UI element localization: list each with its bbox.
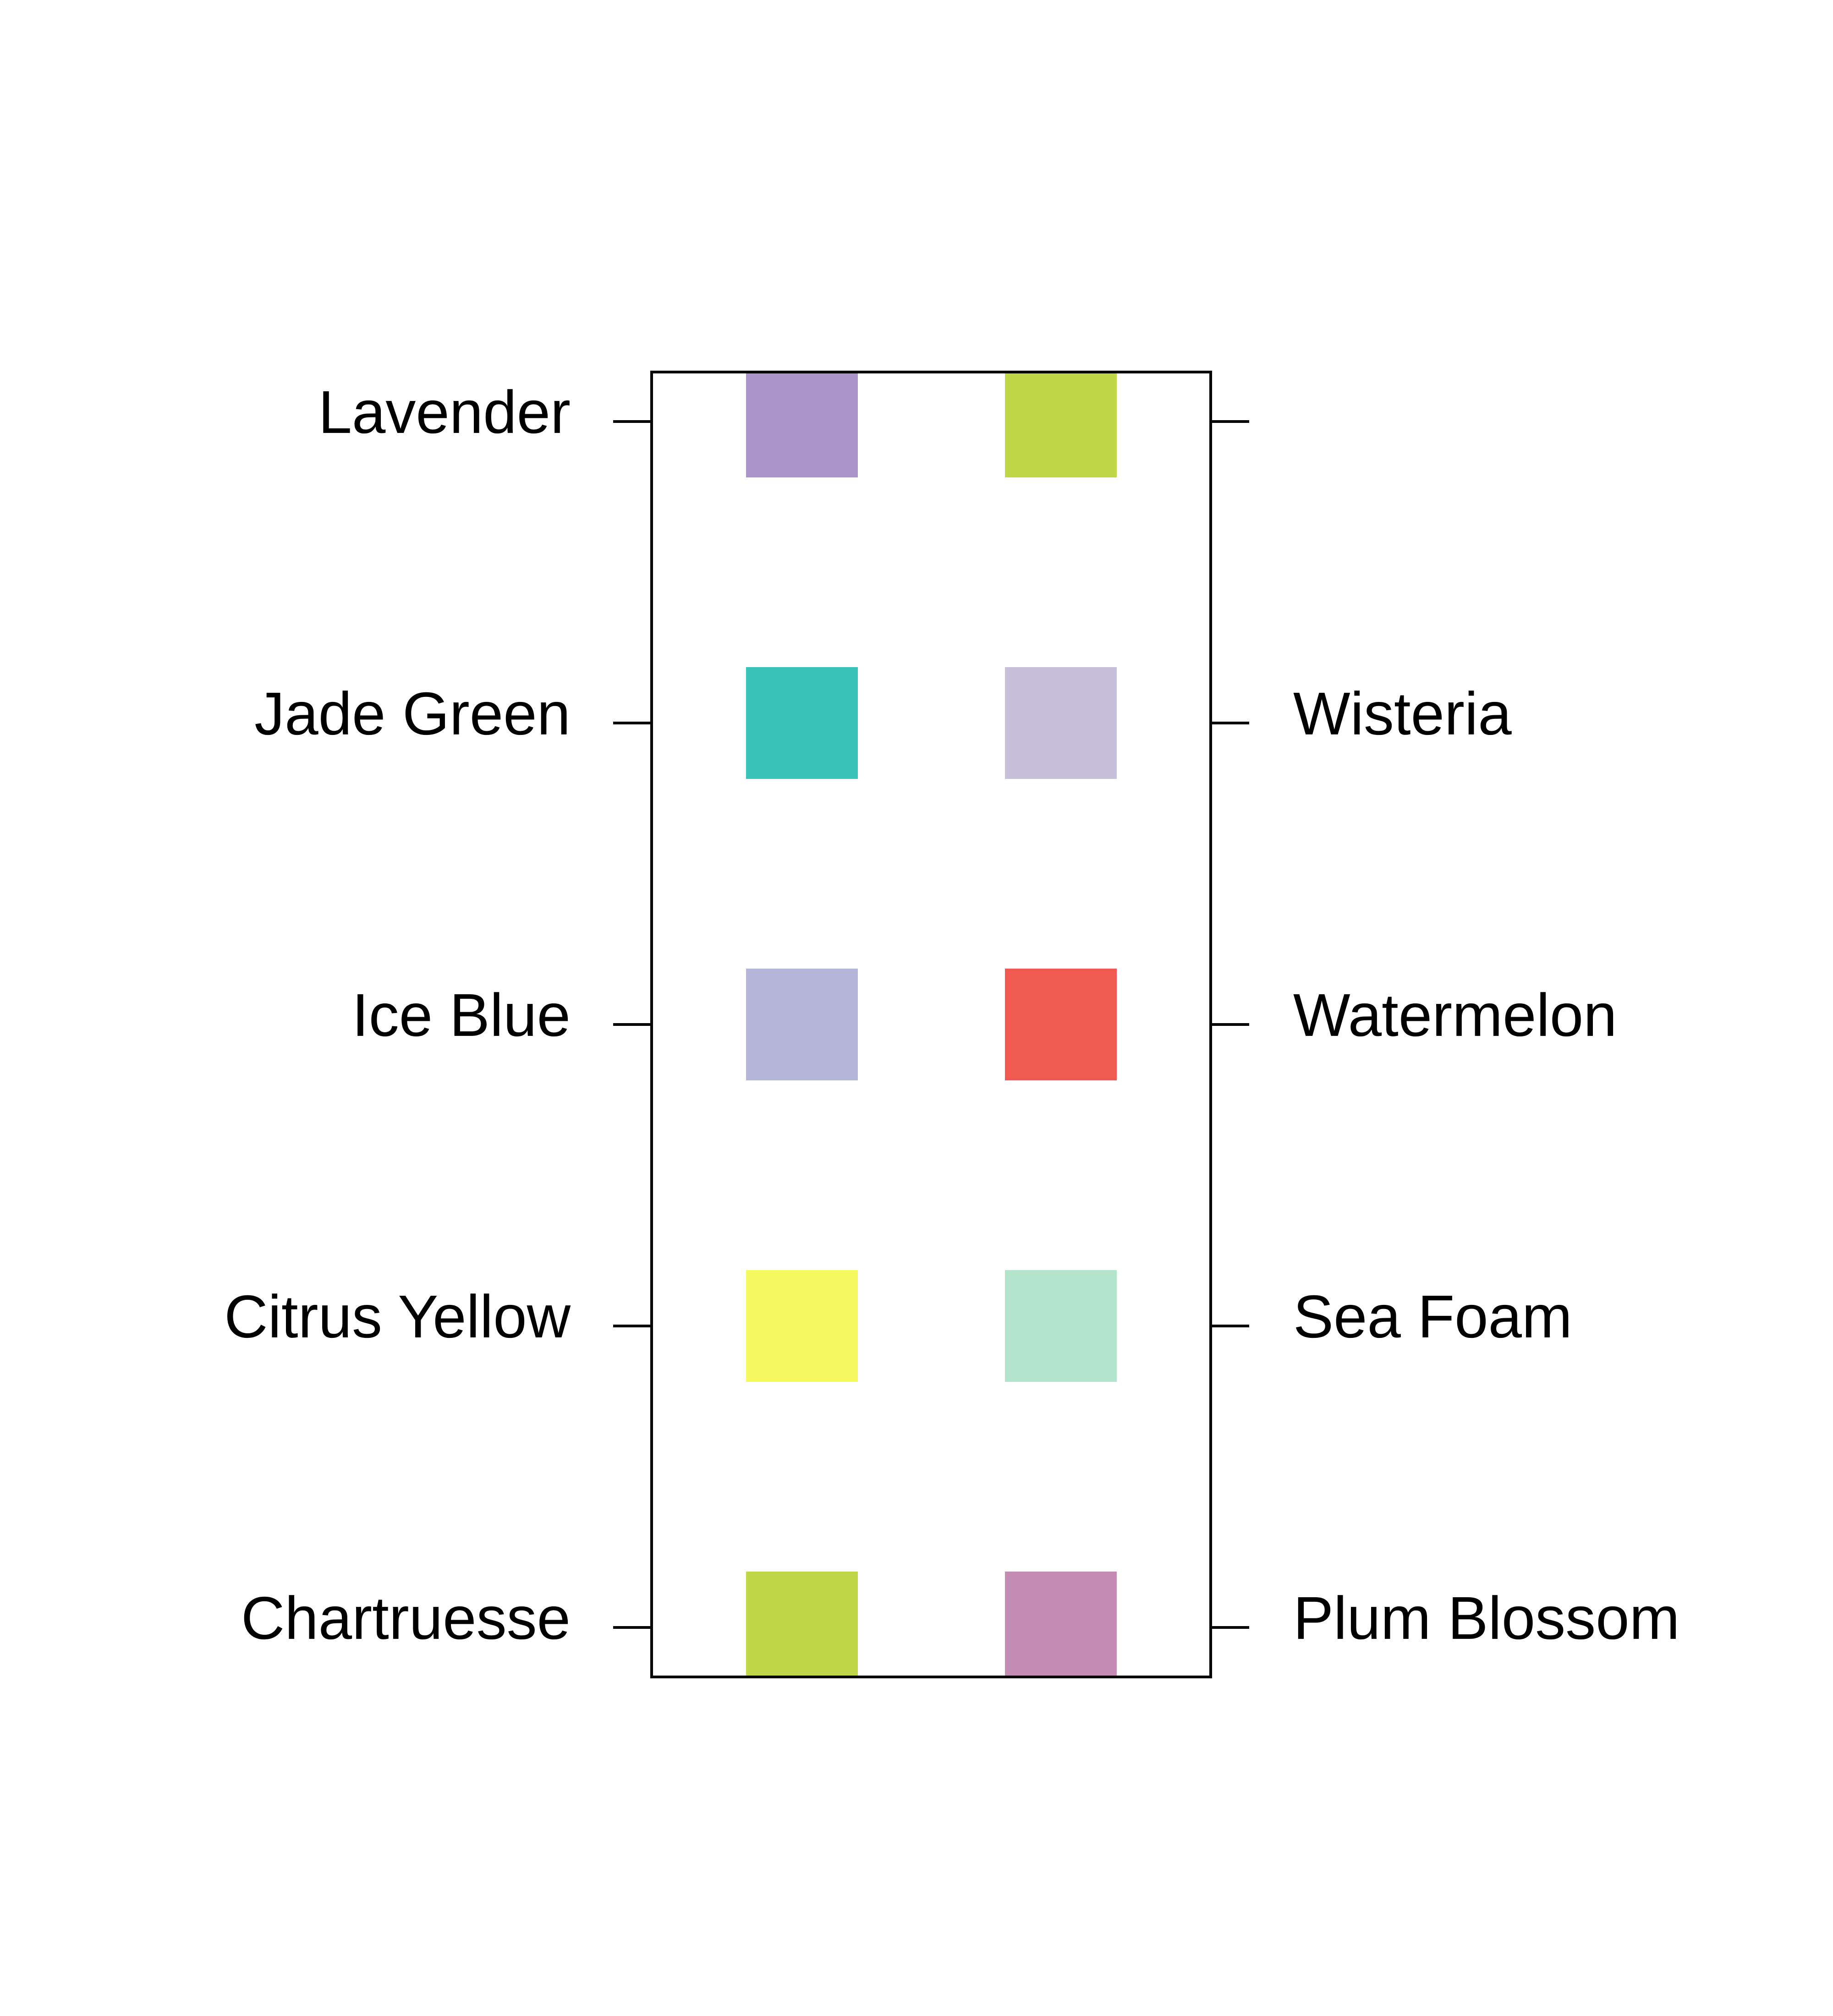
swatch-layer	[746, 372, 1117, 1677]
left-label-3: Ice Blue	[352, 981, 571, 1049]
swatch-r5-c1	[746, 1572, 858, 1677]
swatch-r1-c1	[746, 372, 858, 477]
plot-frame	[650, 371, 1212, 1678]
left-label-4: Citrus Yellow	[224, 1283, 571, 1350]
swatch-r4-c2	[1005, 1270, 1117, 1382]
swatch-r2-c2	[1005, 667, 1117, 779]
right-label-5: Plum Blossom	[1293, 1584, 1680, 1652]
swatch-r4-c1	[746, 1270, 858, 1382]
swatch-r3-c1	[746, 969, 858, 1080]
right-label-4: Sea Foam	[1293, 1283, 1572, 1350]
tick-layer	[613, 420, 1249, 1629]
right-label-2: Wisteria	[1293, 680, 1512, 747]
right-label-3: Watermelon	[1293, 981, 1617, 1049]
label-layer: Lavender Jade Green Ice Blue Citrus Yellow C…	[224, 378, 1679, 1652]
left-label-5: Chartruesse	[241, 1584, 571, 1652]
swatch-r5-c2	[1005, 1572, 1117, 1677]
left-label-1: Lavender	[318, 378, 571, 446]
swatch-r1-c2	[1005, 372, 1117, 477]
swatch-r2-c1	[746, 667, 858, 779]
swatch-r3-c2	[1005, 969, 1117, 1080]
left-label-2: Jade Green	[254, 680, 571, 747]
